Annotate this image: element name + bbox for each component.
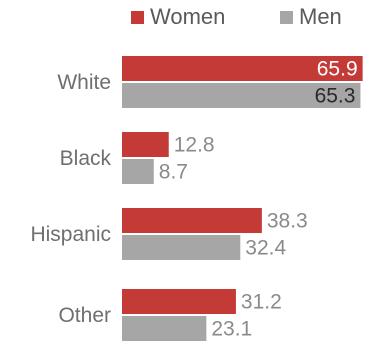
bar-women-other <box>122 289 236 314</box>
category-label: Hispanic <box>30 223 111 246</box>
legend-swatch-men <box>280 11 293 24</box>
data-label: 23.1 <box>211 318 252 341</box>
data-label: 12.8 <box>174 134 215 157</box>
category-label: White <box>57 71 111 94</box>
category-label: Other <box>58 304 111 327</box>
data-label: 32.4 <box>245 237 286 260</box>
bar-men-white <box>122 83 361 108</box>
data-label: 38.3 <box>267 210 308 233</box>
data-label: 65.9 <box>317 58 358 81</box>
legend-label-men: Men <box>299 4 342 29</box>
bar-men-hispanic <box>122 235 241 260</box>
data-label: 31.2 <box>241 291 282 314</box>
bar-men-black <box>122 159 154 184</box>
legend-swatch-women <box>131 11 144 24</box>
legend-label-women: Women <box>150 4 225 29</box>
bar-men-other <box>122 316 207 341</box>
data-label: 8.7 <box>159 161 188 184</box>
category-label: Black <box>60 147 112 170</box>
bar-women-black <box>122 132 169 157</box>
bar-women-white <box>122 56 363 81</box>
data-label: 65.3 <box>315 85 356 108</box>
bar-women-hispanic <box>122 208 262 233</box>
